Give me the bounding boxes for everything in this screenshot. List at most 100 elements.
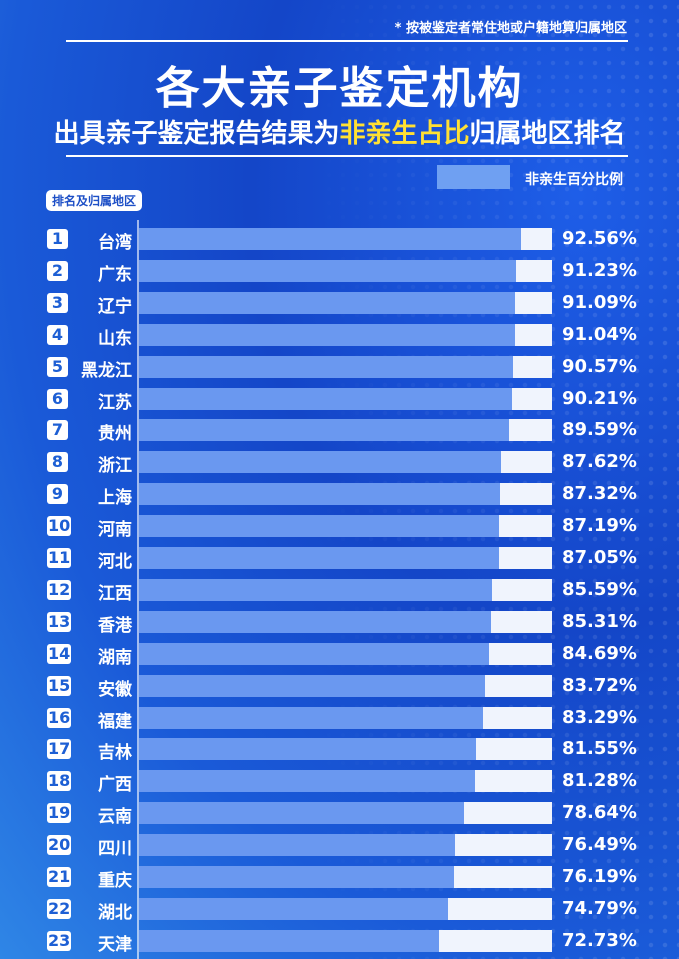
rank-badge: 18 bbox=[47, 771, 72, 792]
bar bbox=[139, 259, 516, 282]
region-label: 福建 bbox=[98, 711, 132, 732]
bar-row: 14 湖南 84.69% bbox=[0, 642, 679, 668]
value-label: 91.09% bbox=[562, 291, 637, 313]
bar-track bbox=[139, 578, 552, 601]
region-label: 台湾 bbox=[98, 233, 132, 253]
rank-badge: 15 bbox=[47, 675, 72, 696]
bar-row: 11 河北 87.05% bbox=[0, 546, 679, 572]
legend-swatch bbox=[437, 165, 510, 189]
bar-row: 21 重庆 76.19% bbox=[0, 865, 679, 891]
bar-track bbox=[139, 834, 552, 857]
value-label: 90.21% bbox=[562, 387, 637, 409]
footnote: * 按被鉴定者常住地或户籍地算归属地区 bbox=[394, 21, 627, 36]
bar-track bbox=[139, 323, 552, 346]
bar-row: 5 黑龙江 90.57% bbox=[0, 355, 679, 381]
bar-track bbox=[139, 770, 552, 793]
bar-row: 22 湖北 74.79% bbox=[0, 897, 679, 923]
bar bbox=[139, 706, 483, 729]
bar-row: 19 云南 78.64% bbox=[0, 801, 679, 827]
bar-row: 9 上海 87.32% bbox=[0, 482, 679, 509]
bar-track bbox=[139, 610, 552, 633]
rank-badge: 22 bbox=[47, 898, 72, 919]
value-label: 84.69% bbox=[562, 642, 637, 664]
region-label: 山东 bbox=[98, 328, 132, 349]
bar-track bbox=[139, 515, 552, 538]
bar-row: 12 江西 85.59% bbox=[0, 578, 679, 604]
value-label: 89.59% bbox=[562, 419, 637, 441]
bar bbox=[139, 578, 493, 601]
rank-badge: 5 bbox=[47, 356, 68, 377]
region-label: 浙江 bbox=[98, 456, 132, 477]
region-label: 江西 bbox=[98, 583, 132, 604]
bar-track bbox=[139, 897, 552, 920]
bar-track bbox=[139, 929, 552, 952]
value-label: 85.31% bbox=[562, 610, 637, 632]
value-label: 76.49% bbox=[562, 834, 637, 856]
subtitle-highlight: 非亲生占比 bbox=[339, 119, 470, 149]
rank-badge: 9 bbox=[47, 484, 68, 505]
value-label: 87.19% bbox=[562, 515, 637, 537]
region-label: 河北 bbox=[98, 552, 132, 572]
rank-badge: 20 bbox=[47, 835, 72, 856]
bar-track bbox=[139, 706, 552, 729]
rank-badge: 17 bbox=[47, 739, 72, 760]
region-label: 江苏 bbox=[98, 392, 132, 413]
bar bbox=[139, 419, 509, 442]
bar bbox=[139, 802, 464, 825]
rank-badge: 13 bbox=[47, 611, 72, 632]
bar-track bbox=[139, 642, 552, 665]
bar bbox=[139, 642, 489, 665]
rank-badge: 14 bbox=[47, 643, 72, 664]
rank-badge: 6 bbox=[47, 388, 68, 409]
bar-track bbox=[139, 259, 552, 282]
bar-row: 1 台湾 92.56% bbox=[0, 227, 679, 253]
value-label: 83.72% bbox=[562, 674, 637, 696]
bar-track bbox=[139, 355, 552, 378]
region-label: 四川 bbox=[98, 839, 132, 860]
bar-row: 2 广东 91.23% bbox=[0, 259, 679, 285]
bar-track bbox=[139, 387, 552, 410]
bar-row: 6 江苏 90.21% bbox=[0, 387, 679, 413]
divider bbox=[66, 40, 628, 42]
region-label: 上海 bbox=[98, 488, 132, 509]
bar-row: 4 山东 91.04% bbox=[0, 323, 679, 349]
value-label: 78.64% bbox=[562, 802, 637, 824]
bar bbox=[139, 451, 501, 474]
rank-badge: 10 bbox=[47, 516, 72, 537]
region-label: 湖南 bbox=[98, 647, 132, 668]
bar-row: 20 四川 76.49% bbox=[0, 833, 679, 860]
bar bbox=[139, 228, 522, 250]
bar-row: 8 浙江 87.62% bbox=[0, 450, 679, 477]
rank-badge: 8 bbox=[47, 452, 68, 473]
rank-badge: 7 bbox=[47, 420, 68, 441]
value-label: 81.28% bbox=[562, 770, 637, 792]
value-label: 81.55% bbox=[562, 738, 637, 760]
bar-track bbox=[139, 419, 552, 442]
rank-badge: 4 bbox=[47, 324, 68, 345]
bar-row: 23 天津 72.73% bbox=[0, 929, 679, 955]
value-label: 83.29% bbox=[562, 706, 637, 728]
divider bbox=[66, 155, 628, 157]
region-label: 天津 bbox=[98, 934, 132, 955]
value-label: 87.32% bbox=[562, 483, 637, 505]
value-label: 91.23% bbox=[562, 259, 637, 281]
legend-label: 非亲生百分比例 bbox=[525, 172, 623, 188]
bar bbox=[139, 291, 516, 314]
bar-track bbox=[139, 451, 552, 474]
rank-badge: 1 bbox=[47, 229, 68, 249]
bar-row: 16 福建 83.29% bbox=[0, 706, 679, 732]
bar bbox=[139, 547, 499, 569]
bar-track bbox=[139, 291, 552, 314]
region-label: 湖北 bbox=[98, 902, 132, 923]
bar-track bbox=[139, 866, 552, 888]
subtitle-post: 归属地区排名 bbox=[469, 119, 626, 149]
bar-track bbox=[139, 483, 552, 506]
bar bbox=[139, 866, 454, 888]
region-label: 香港 bbox=[98, 615, 132, 636]
bar bbox=[139, 770, 475, 793]
bar-track bbox=[139, 228, 552, 250]
bar-row: 13 香港 85.31% bbox=[0, 610, 679, 636]
bar-row: 7 贵州 89.59% bbox=[0, 418, 679, 444]
value-label: 87.62% bbox=[562, 451, 637, 473]
bar bbox=[139, 610, 492, 633]
